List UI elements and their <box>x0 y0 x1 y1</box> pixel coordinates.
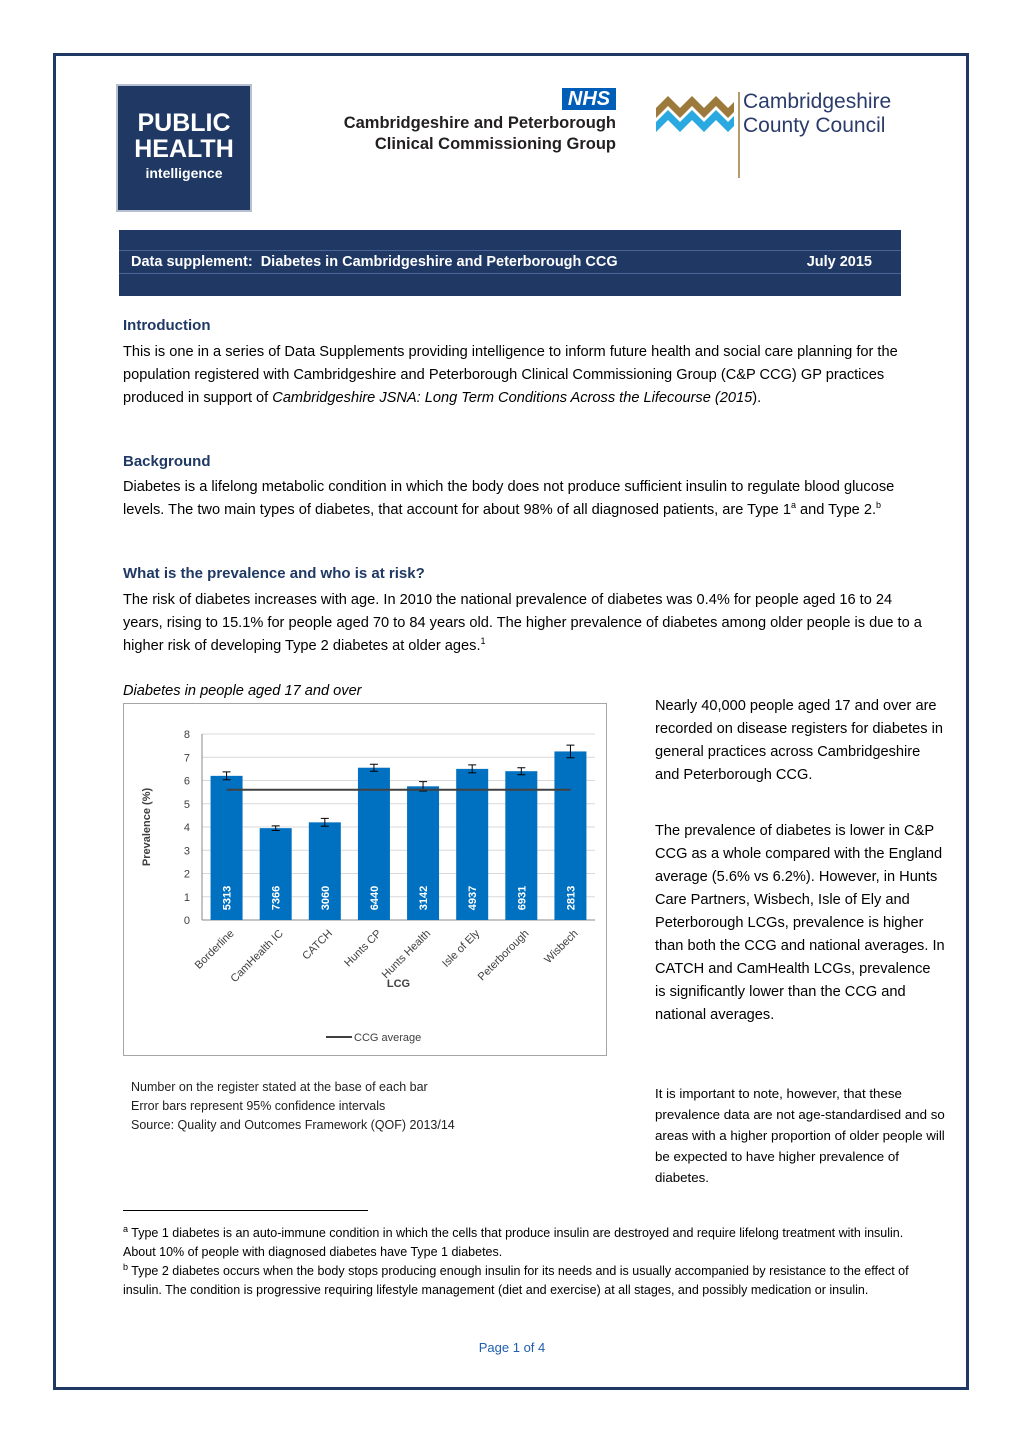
page-number: Page 1 of 4 <box>478 1340 546 1355</box>
y-tick-label: 0 <box>184 915 190 927</box>
paragraph: Diabetes is a lifelong metabolic conditi… <box>123 476 923 522</box>
error-bar <box>320 817 329 827</box>
error-bar <box>517 767 526 776</box>
y-tick-label: 8 <box>184 729 190 741</box>
error-bar <box>271 825 280 831</box>
text-run: Type 1 diabetes is an auto-immune condit… <box>123 1226 904 1259</box>
register-count: 6440 <box>369 886 381 910</box>
x-tick-label: Wisbech <box>542 928 580 966</box>
text-run: b <box>876 500 882 511</box>
y-axis-label: Prevalence (%) <box>141 788 153 867</box>
chart-note: Number on the register stated at the bas… <box>131 1080 428 1094</box>
logo-text: PUBLIC <box>137 109 231 137</box>
chart-note: Source: Quality and Outcomes Framework (… <box>131 1118 455 1132</box>
bar <box>554 751 587 920</box>
register-count: 6931 <box>516 886 528 910</box>
bar <box>407 786 440 920</box>
register-count: 5313 <box>222 886 234 910</box>
text-run: 1 <box>480 636 486 647</box>
bar <box>259 828 292 920</box>
x-tick-label: CATCH <box>300 928 335 963</box>
error-bar <box>369 763 378 772</box>
register-count: 3142 <box>418 886 430 910</box>
banner-title: Data supplement: Diabetes in Cambridgesh… <box>131 254 618 270</box>
text-run: a <box>123 1223 129 1234</box>
council-name: County Council <box>743 114 886 137</box>
x-tick-label: Peterborough <box>476 928 532 984</box>
text-run: This is one in a series of Data Suppleme… <box>123 344 898 406</box>
register-count: 3060 <box>320 886 332 910</box>
bar <box>308 822 341 920</box>
y-tick-label: 5 <box>184 799 190 811</box>
footnote: b Type 2 diabetes occurs when the body s… <box>123 1262 913 1300</box>
y-tick-label: 6 <box>184 776 190 788</box>
section-heading: Introduction <box>123 317 211 334</box>
legend-label: CCG average <box>354 1032 421 1044</box>
text-run: Diabetes is a lifelong metabolic conditi… <box>123 479 895 518</box>
error-bar <box>468 764 477 774</box>
side-paragraph: Nearly 40,000 people aged 17 and over ar… <box>655 698 943 783</box>
banner-date: July 2015 <box>806 254 872 270</box>
register-count: 7366 <box>271 886 283 910</box>
y-tick-label: 3 <box>184 845 190 857</box>
text-run: Type 2 diabetes occurs when the body sto… <box>123 1264 909 1297</box>
chart-note: Error bars represent 95% confidence inte… <box>131 1099 386 1113</box>
text-run: a <box>790 500 796 511</box>
chart: 0 1 2 3 4 5 6 7 8 Prevalence (%) LCG 5313 Borderline… <box>123 703 607 1056</box>
chart-title: Diabetes in people aged 17 and over <box>123 683 362 699</box>
footnote-rule <box>123 1210 368 1211</box>
bar <box>357 767 390 920</box>
error-bar <box>566 744 575 759</box>
logo-text: HEALTH <box>134 135 234 163</box>
logo-text: intelligence <box>145 165 223 181</box>
text-run: ). <box>752 390 762 406</box>
x-tick-label: CamHealth IC <box>228 928 285 985</box>
side-note: It is important to note, however, that t… <box>655 1086 945 1185</box>
x-tick-label: Hunts CP <box>342 928 384 970</box>
x-tick-label: Borderline <box>193 928 237 972</box>
y-tick-label: 7 <box>184 752 190 764</box>
ccg-name: Cambridgeshire and Peterborough <box>343 114 616 132</box>
chart-notes: Number on the register stated at the bas… <box>131 1078 455 1135</box>
text-run: Cambridgeshire JSNA: Long Term Condition… <box>272 390 753 406</box>
bar <box>456 768 489 920</box>
y-tick-label: 1 <box>184 892 190 904</box>
ccg-name: Clinical Commissioning Group <box>374 135 616 153</box>
x-tick-label: Hunts Health <box>380 928 433 981</box>
x-axis-label: LCG <box>387 978 410 990</box>
y-tick-label: 4 <box>184 822 190 834</box>
footnote: a Type 1 diabetes is an auto-immune cond… <box>123 1224 913 1262</box>
paragraph: The risk of diabetes increases with age.… <box>123 589 923 658</box>
council-name: Cambridgeshire <box>743 90 892 113</box>
text-run: and Type 2. <box>795 502 877 518</box>
text-run: The risk of diabetes increases with age.… <box>123 592 922 654</box>
bar <box>505 771 538 920</box>
register-count: 4937 <box>467 886 479 910</box>
x-tick-label: Isle of Ely <box>440 927 483 970</box>
text-run: b <box>123 1261 129 1272</box>
register-count: 2813 <box>565 886 577 910</box>
side-paragraph: The prevalence of diabetes is lower in C… <box>655 823 945 1023</box>
banner: Data supplement: Diabetes in Cambridgesh… <box>119 230 901 296</box>
banner-rule <box>119 250 901 274</box>
public-health-logo: PUBLIC HEALTH intelligence <box>116 84 252 212</box>
council-logo <box>656 92 740 178</box>
page-frame <box>53 53 969 1390</box>
error-bar <box>222 771 231 781</box>
section-heading: What is the prevalence and who is at ris… <box>123 565 425 582</box>
y-tick-label: 2 <box>184 869 190 881</box>
paragraph: This is one in a series of Data Suppleme… <box>123 341 923 410</box>
nhs-logo: NHS <box>562 88 616 110</box>
section-heading: Background <box>123 453 211 470</box>
bar <box>210 775 243 920</box>
